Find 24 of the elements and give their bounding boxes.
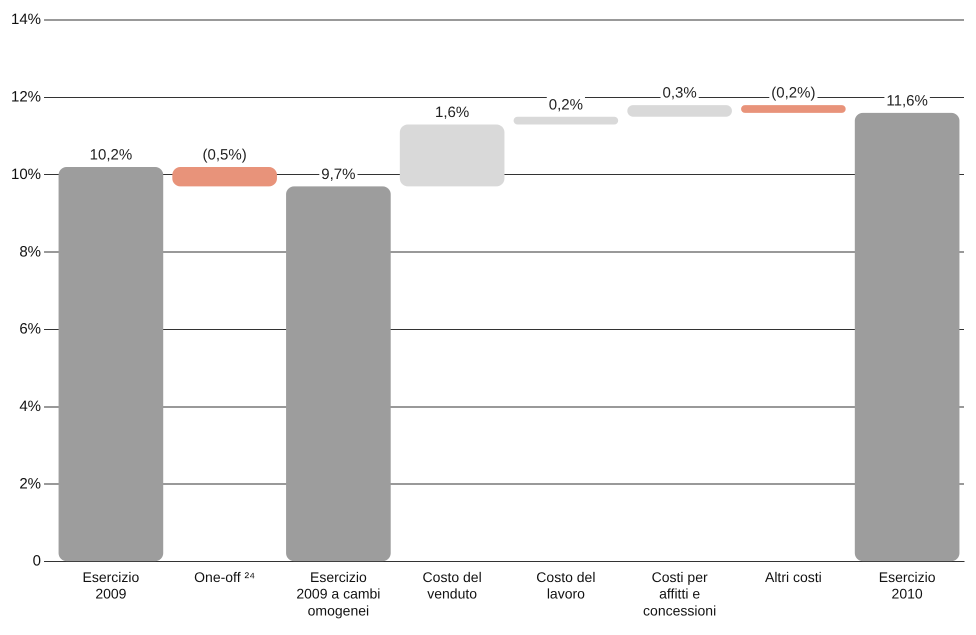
data-label: 1,6% [435, 104, 470, 122]
x-tick-label: Costo del lavoro [536, 568, 596, 602]
data-label: 0,2% [548, 96, 583, 114]
data-label: 11,6% [886, 92, 928, 110]
x-tick-label: Costo del venduto [422, 568, 482, 602]
data-label: 10,2% [90, 146, 132, 164]
data-label: 9,7% [321, 166, 356, 183]
y-tick-label: 8% [19, 243, 42, 260]
data-label: (0,2%) [771, 84, 816, 102]
x-tick-label: Esercizio 2009 a cambi omogenei [296, 568, 380, 618]
y-tick-label: 10% [10, 166, 42, 183]
y-tick-label: 14% [10, 11, 42, 28]
x-tick-label: Altri costi [764, 568, 822, 585]
x-tick-label: One-off ²⁴ [194, 568, 256, 585]
y-tick-label: 4% [19, 398, 42, 415]
y-tick-label: 2% [19, 475, 42, 492]
x-tick-label: Esercizio 2009 [82, 568, 140, 602]
data-label: 0,3% [662, 84, 697, 102]
y-tick-label: 12% [10, 88, 42, 106]
data-label: (0,5%) [202, 146, 247, 164]
x-tick-label: Esercizio 2010 [878, 568, 936, 602]
x-tick-label: Costi per affitti e concessioni [643, 568, 716, 618]
y-tick-label: 0 [32, 552, 42, 570]
y-tick-label: 6% [19, 320, 42, 338]
